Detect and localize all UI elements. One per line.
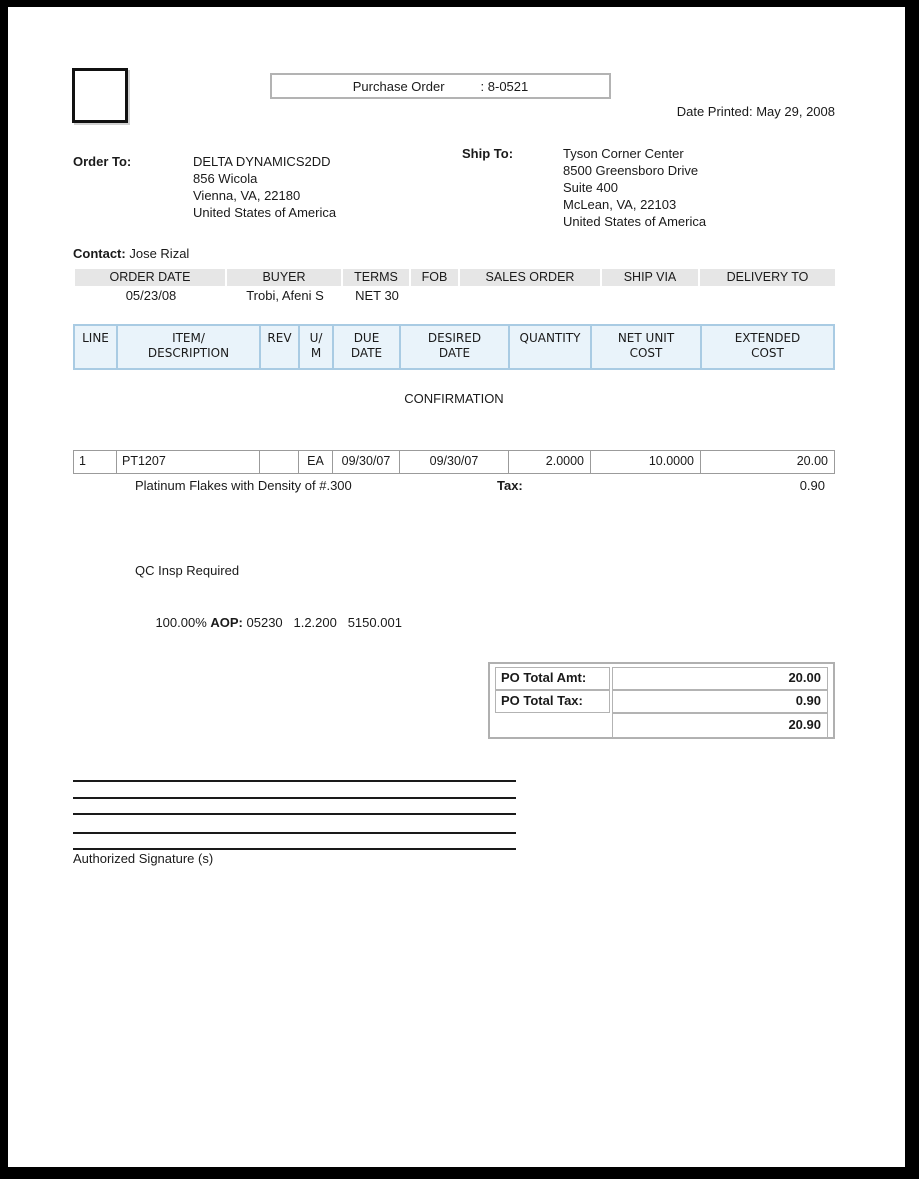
po-number: : 8-0521 bbox=[480, 78, 529, 94]
date-printed: Date Printed: May 29, 2008 bbox=[676, 104, 835, 119]
contact-name: Jose Rizal bbox=[129, 246, 190, 261]
aop-percent: 100.00% bbox=[155, 615, 211, 630]
order-info-header-buyer: BUYER bbox=[227, 269, 343, 286]
aop-codes: 05230 1.2.200 5150.001 bbox=[242, 615, 402, 630]
po-title-box: Purchase Order : 8-0521 bbox=[270, 73, 611, 99]
po-total-amt-value: 20.00 bbox=[612, 667, 828, 690]
items-table-header-row: LINE ITEM/ DESCRIPTION REV U/ M DUE DATE… bbox=[73, 324, 835, 370]
tax-label: Tax: bbox=[497, 478, 523, 493]
order-info-header-ship-via: SHIP VIA bbox=[602, 269, 700, 286]
item-table-row: 1 PT1207 EA 09/30/07 09/30/07 2.0000 10.… bbox=[73, 450, 835, 474]
item-line-number: 1 bbox=[74, 451, 117, 473]
items-header-desired-date: DESIRED DATE bbox=[401, 326, 510, 368]
signature-line bbox=[73, 780, 516, 782]
qc-inspection-note: QC Insp Required bbox=[135, 563, 240, 578]
ship-to-label: Ship To: bbox=[462, 146, 514, 161]
confirmation-text: CONFIRMATION bbox=[404, 391, 504, 406]
item-description-row: Platinum Flakes with Density of #.300 Ta… bbox=[73, 478, 835, 495]
signature-line bbox=[73, 797, 516, 799]
terms-value: NET 30 bbox=[355, 288, 399, 303]
items-header-um: U/ M bbox=[300, 326, 334, 368]
item-quantity: 2.0000 bbox=[509, 451, 591, 473]
fob-value bbox=[411, 288, 460, 304]
items-header-line: LINE bbox=[75, 326, 118, 368]
item-rev bbox=[260, 451, 299, 473]
item-desired-date: 09/30/07 bbox=[400, 451, 509, 473]
delivery-to-value bbox=[700, 288, 835, 304]
signature-line bbox=[73, 832, 516, 834]
order-info-header-delivery-to: DELIVERY TO bbox=[700, 269, 835, 286]
buyer-value: Trobi, Afeni S bbox=[246, 288, 324, 303]
ship-to-address: Tyson Corner Center 8500 Greensboro Drive… bbox=[563, 146, 707, 229]
aop-label: AOP: bbox=[210, 615, 243, 630]
po-total-tax-label: PO Total Tax: bbox=[495, 690, 610, 713]
item-description: Platinum Flakes with Density of #.300 bbox=[135, 478, 352, 493]
order-info-values-row: 05/23/08 Trobi, Afeni S NET 30 bbox=[75, 288, 835, 304]
ship-via-value bbox=[602, 288, 700, 304]
signature-line bbox=[73, 813, 516, 815]
order-info-header-order-date: ORDER DATE bbox=[75, 269, 227, 286]
po-title-label: Purchase Order bbox=[352, 78, 445, 94]
tax-value: 0.90 bbox=[799, 478, 825, 493]
item-um: EA bbox=[299, 451, 333, 473]
items-header-extended-cost: EXTENDED COST bbox=[734, 331, 801, 360]
po-grand-total-value: 20.90 bbox=[612, 713, 828, 738]
items-header-rev: REV bbox=[261, 326, 300, 368]
po-grand-total-label bbox=[495, 713, 610, 736]
signature-line bbox=[73, 848, 516, 850]
items-header-quantity: QUANTITY bbox=[510, 326, 592, 368]
contact-label: Contact: bbox=[73, 246, 126, 261]
aop-line: 100.00% AOP: 05230 1.2.200 5150.001 bbox=[141, 600, 402, 645]
po-totals-box: PO Total Amt: 20.00 PO Total Tax: 0.90 2… bbox=[488, 662, 835, 739]
order-info-header-fob: FOB bbox=[411, 269, 460, 286]
item-extended-cost: 20.00 bbox=[796, 454, 828, 468]
authorized-signature-label: Authorized Signature (s) bbox=[73, 851, 214, 866]
item-due-date: 09/30/07 bbox=[333, 451, 400, 473]
po-total-tax-value: 0.90 bbox=[612, 690, 828, 713]
items-header-item-description: ITEM/ DESCRIPTION bbox=[118, 326, 261, 368]
order-date-value: 05/23/08 bbox=[125, 288, 177, 303]
contact-line: Contact: Jose Rizal bbox=[73, 246, 189, 261]
item-code: PT1207 bbox=[117, 451, 260, 473]
order-info-header-row: ORDER DATE BUYER TERMS FOB SALES ORDER S… bbox=[75, 269, 835, 286]
items-header-net-unit-cost: NET UNIT COST bbox=[592, 326, 702, 368]
order-info-header-sales-order: SALES ORDER bbox=[460, 269, 602, 286]
sales-order-value bbox=[460, 288, 602, 304]
po-total-amt-label: PO Total Amt: bbox=[495, 667, 610, 690]
item-net-unit-cost: 10.0000 bbox=[591, 451, 701, 473]
order-to-address: DELTA DYNAMICS2DD 856 Wicola Vienna, VA, 2… bbox=[193, 154, 337, 220]
order-info-header-terms: TERMS bbox=[343, 269, 411, 286]
items-header-due-date: DUE DATE bbox=[334, 326, 401, 368]
order-to-label: Order To: bbox=[73, 154, 132, 169]
logo-placeholder-box bbox=[72, 68, 128, 123]
